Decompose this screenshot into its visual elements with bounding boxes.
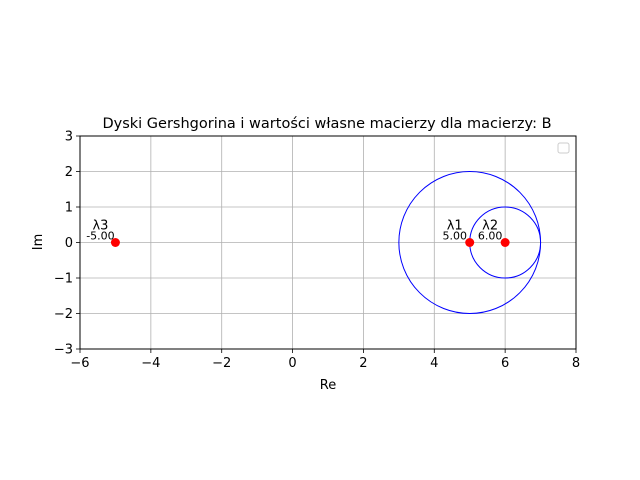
y-axis-label: Im [31,234,46,251]
eigenvalue-layer [110,238,510,247]
x-tick-label: −4 [141,356,160,371]
eigenvalue-name-label: λ1 [447,219,463,234]
x-tick-label: 8 [572,356,580,371]
x-tick-label: −6 [70,356,89,371]
x-tick-label: 2 [359,356,367,371]
y-tick-label: −1 [54,272,73,287]
eigenvalue-value-label: 6.00 [478,230,503,243]
legend-box [557,142,570,154]
y-tick-label: 0 [65,236,73,251]
eigenvalue-label-layer: λ15.00 λ26.00 λ3-5.00 [86,219,502,243]
y-tick-label: 1 [65,201,73,216]
x-tick-label: 0 [288,356,296,371]
chart-title: Dyski Gershgorina i wartości własne maci… [102,116,551,132]
y-tick-label: −2 [54,307,73,322]
eigenvalue-point [500,238,510,247]
y-tick-label: 3 [65,130,73,145]
x-tick-label: 4 [430,356,438,371]
x-tick-label: −2 [212,356,231,371]
y-tick-label: −3 [54,343,73,358]
eigenvalue-point [465,238,475,247]
eigenvalue-name-label: λ3 [92,219,108,234]
y-axis: −3 −2 −1 0 1 2 3 [54,130,80,358]
y-tick-label: 2 [65,165,73,180]
x-tick-label: 6 [501,356,509,371]
eigenvalue-point [110,238,120,247]
eigenvalue-name-label: λ2 [482,219,498,234]
x-axis-label: Re [320,378,336,393]
plot-area: λ15.00 λ26.00 λ3-5.00 [79,135,577,350]
eigenvalue-value-label: -5.00 [86,230,114,243]
eigenvalue-value-label: 5.00 [442,230,467,243]
x-axis: −6 −4 −2 0 2 4 6 8 [70,349,580,371]
